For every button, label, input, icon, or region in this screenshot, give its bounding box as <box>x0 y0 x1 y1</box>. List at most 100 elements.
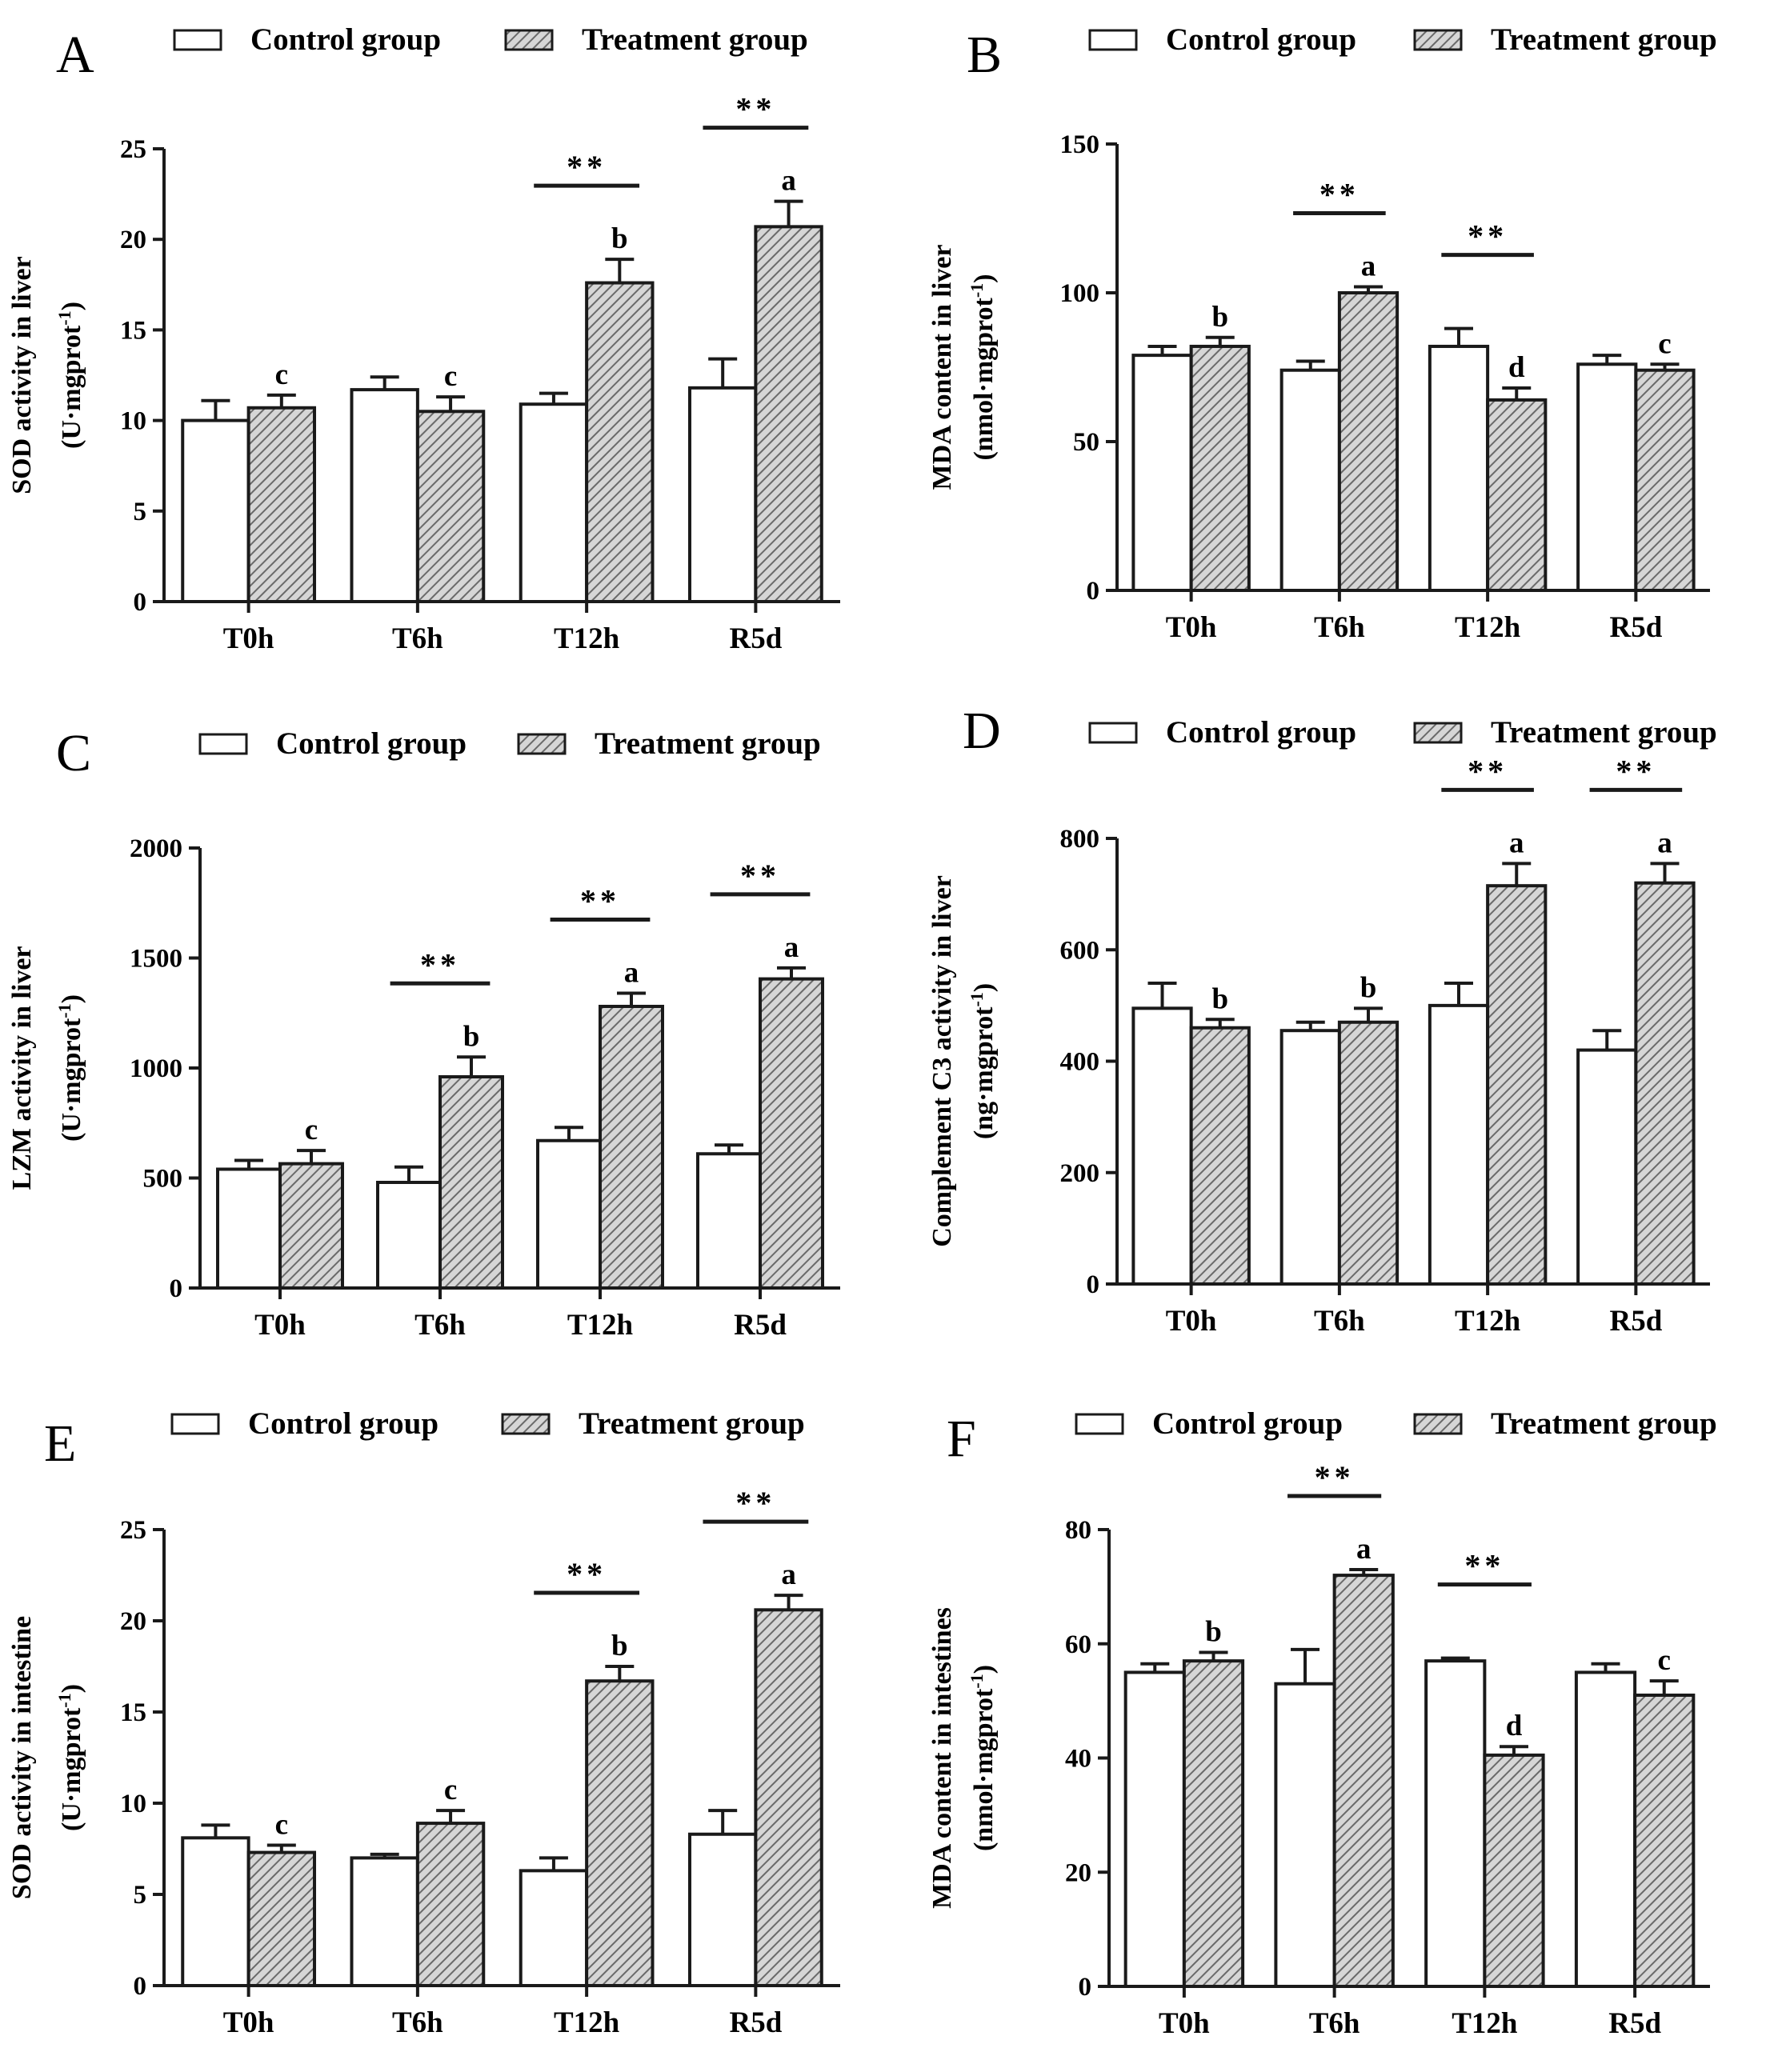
y-tick-label: 600 <box>1060 936 1100 965</box>
significance-letter: c <box>1658 327 1671 360</box>
bar-treatment <box>438 1075 504 1290</box>
significance-letter: d <box>1508 351 1525 384</box>
y-tick-label: 10 <box>120 1790 146 1818</box>
significance-letter: c <box>305 1114 318 1146</box>
bar-treatment <box>754 225 823 603</box>
significance-letter: d <box>1506 1710 1523 1742</box>
panel-letter: A <box>56 26 94 84</box>
legend-swatch-treatment <box>504 29 554 51</box>
bar-treatment <box>1189 344 1251 592</box>
y-axis-label: SOD activity in intestine <box>7 1616 37 1899</box>
significance-letter: a <box>784 931 799 964</box>
y-tick-label: 20 <box>1065 1858 1091 1887</box>
panel-c: C Control group Treatment group LZM activit… <box>7 724 840 1342</box>
legend-swatch-treatment <box>501 1413 551 1435</box>
x-tick-label: T6h <box>392 2006 443 2039</box>
panel-b: B Control group Treatment group MDA content… <box>927 22 1717 644</box>
bar-control <box>181 418 250 603</box>
y-tick-label: 60 <box>1065 1630 1091 1659</box>
significance-letter: b <box>611 222 628 255</box>
significance-letter: b <box>1211 301 1228 334</box>
panel-letter: D <box>963 702 1001 760</box>
panel-letter: F <box>947 1410 976 1468</box>
y-tick-label: 0 <box>134 588 147 617</box>
x-tick-label: T12h <box>1455 611 1521 644</box>
legend-label-treatment: Treatment group <box>582 22 808 57</box>
bar-control <box>696 1152 762 1290</box>
y-tick-label: 0 <box>134 1972 147 2001</box>
y-axis-unit: (nmol·mgprot-1) <box>967 274 999 460</box>
y-tick-label: 80 <box>1065 1516 1091 1545</box>
panel-a: A Control group Treatment group SOD activit… <box>7 22 840 655</box>
legend-label-treatment: Treatment group <box>1491 1406 1717 1441</box>
legend-label-treatment: Treatment group <box>1491 22 1717 57</box>
y-tick-label: 10 <box>120 407 146 436</box>
legend-swatch-control <box>198 733 248 755</box>
bar-treatment <box>246 1850 317 1988</box>
legend-label-control: Control group <box>1166 22 1356 57</box>
significance-letter: b <box>1211 982 1228 1015</box>
y-tick-label: 500 <box>143 1165 183 1194</box>
significance-stars: ** <box>1315 1459 1355 1495</box>
y-tick-label: 1500 <box>130 945 182 974</box>
significance-letter: b <box>1205 1615 1222 1648</box>
bar-treatment <box>1332 1574 1395 1988</box>
x-tick-label: R5d <box>1609 1305 1662 1338</box>
legend-swatch-treatment <box>1413 1413 1463 1435</box>
x-tick-label: R5d <box>1609 611 1662 644</box>
significance-letter: b <box>463 1020 480 1053</box>
legend-swatch-treatment <box>1413 29 1463 51</box>
y-axis-label: MDA content in liver <box>927 245 957 490</box>
y-tick-label: 100 <box>1060 279 1100 308</box>
x-tick-label: T12h <box>567 1309 634 1342</box>
significance-letter: a <box>624 957 639 990</box>
legend-swatch-control <box>1088 29 1138 51</box>
y-axis-unit: (U·mgprot-1) <box>54 302 87 449</box>
x-tick-label: R5d <box>1608 2007 1661 2040</box>
bar-control <box>1576 362 1638 592</box>
bar-control <box>1279 368 1341 592</box>
bar-control <box>350 388 419 603</box>
y-tick-label: 0 <box>170 1274 183 1303</box>
bar-treatment <box>599 1005 664 1290</box>
bar-control <box>1428 344 1490 592</box>
significance-letter: a <box>1509 826 1524 859</box>
y-tick-label: 2000 <box>130 834 182 863</box>
bar-treatment <box>1634 881 1696 1286</box>
significance-stars: ** <box>1468 218 1508 254</box>
bar-treatment <box>754 1608 823 1987</box>
bar-treatment <box>1486 398 1548 593</box>
bar-treatment <box>585 1679 655 1987</box>
significance-stars: ** <box>567 149 607 185</box>
x-tick-label: T12h <box>554 2006 620 2039</box>
bar-treatment <box>1182 1659 1245 1989</box>
x-tick-label: T12h <box>1455 1305 1521 1338</box>
x-tick-label: T0h <box>223 2006 274 2039</box>
significance-letter: b <box>1360 971 1377 1004</box>
x-tick-label: T0h <box>1159 2007 1210 2040</box>
bar-treatment <box>415 410 486 604</box>
x-tick-label: T12h <box>554 622 620 655</box>
bar-control <box>1424 1659 1487 1989</box>
bar-control <box>536 1138 602 1290</box>
significance-stars: ** <box>1616 753 1656 789</box>
legend-label-control: Control group <box>1152 1406 1343 1441</box>
bar-control <box>687 386 758 603</box>
bar-control <box>687 1832 758 1988</box>
significance-letter: a <box>781 1558 796 1591</box>
x-tick-label: T0h <box>223 622 274 655</box>
bar-control <box>1574 1670 1637 1988</box>
y-axis-unit: (ng·mgprot-1) <box>967 983 999 1139</box>
y-tick-label: 25 <box>120 135 146 164</box>
bar-treatment <box>585 281 655 603</box>
y-tick-label: 0 <box>1079 1973 1092 2002</box>
x-tick-label: R5d <box>734 1309 787 1342</box>
legend-label-treatment: Treatment group <box>595 726 821 761</box>
significance-letter: c <box>444 1774 457 1806</box>
bar-treatment <box>1633 1693 1696 1989</box>
significance-letter: c <box>444 360 457 393</box>
x-tick-label: R5d <box>729 622 782 655</box>
bar-treatment <box>246 406 317 604</box>
y-tick-label: 400 <box>1060 1048 1100 1077</box>
legend-swatch-treatment <box>1413 722 1463 744</box>
